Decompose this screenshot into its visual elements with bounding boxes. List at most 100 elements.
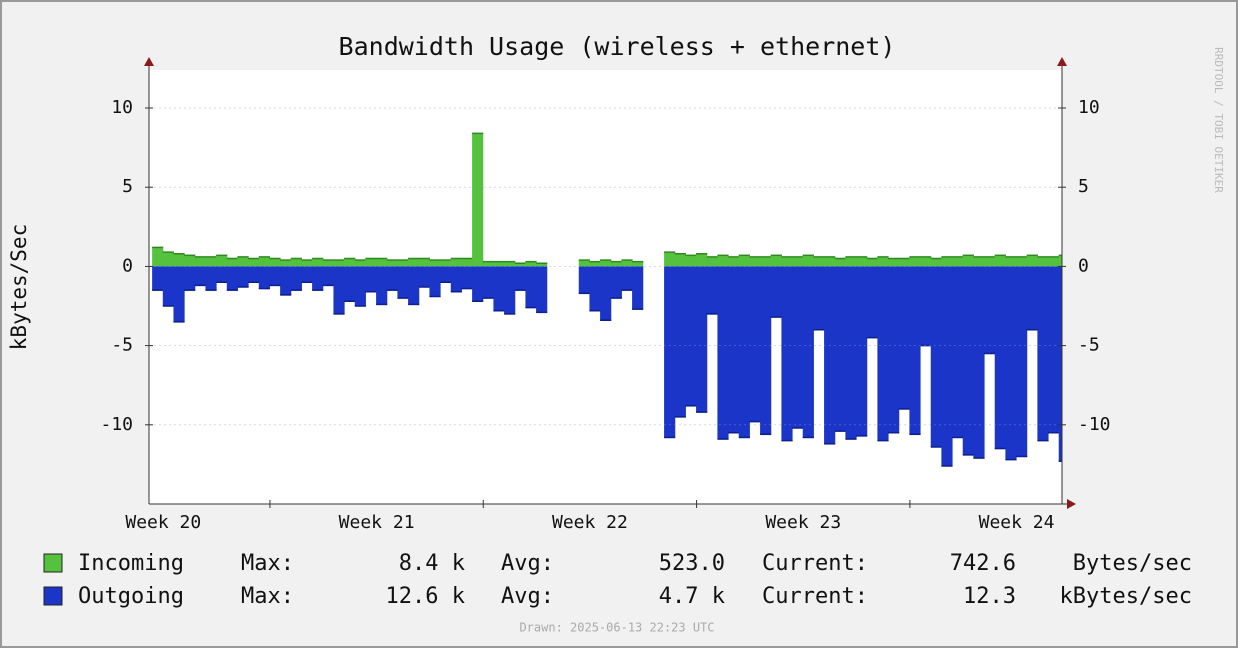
y-tick-label: -5 [111, 335, 133, 356]
bar [290, 258, 302, 267]
bar [1026, 266, 1038, 330]
bar [216, 255, 228, 267]
bar [258, 266, 270, 289]
axes: -10 -10 -5 -5 0 0 5 5 10 10 Week 20 Week 21 Week 22 W… [100, 57, 1111, 533]
bar [440, 266, 452, 283]
bar [226, 266, 238, 291]
bar [834, 266, 846, 432]
bar [930, 266, 942, 447]
legend-stat: Bytes/sec [1073, 551, 1192, 576]
bar [589, 261, 601, 267]
bar [952, 266, 964, 438]
y2-tick-label: 10 [1078, 97, 1100, 118]
bar [589, 266, 601, 311]
bar [930, 258, 942, 267]
bar [920, 266, 932, 346]
bar [600, 266, 612, 321]
y2-tick-label: -5 [1078, 335, 1100, 356]
bar [728, 266, 740, 433]
bar [472, 266, 484, 302]
bar [482, 266, 494, 299]
bar [813, 266, 825, 330]
bar [1005, 266, 1017, 460]
bar [162, 266, 174, 307]
bar [685, 266, 697, 406]
bar [717, 266, 729, 440]
bar [1016, 266, 1028, 457]
bar [312, 258, 324, 267]
bar [888, 258, 900, 267]
bar [866, 258, 878, 267]
bar [866, 266, 878, 338]
y-tick-label: 0 [122, 255, 133, 276]
bar [973, 266, 985, 459]
bar [674, 266, 686, 417]
bar [770, 255, 782, 267]
legend-swatch [43, 553, 63, 573]
bar [173, 266, 185, 322]
bar [162, 252, 174, 267]
bar [888, 266, 900, 433]
chart-title: Bandwidth Usage (wireless + ethernet) [339, 32, 896, 61]
bar [440, 260, 452, 267]
bar [760, 266, 772, 435]
bar [994, 255, 1006, 267]
bar [376, 258, 388, 267]
bar [578, 260, 590, 267]
legend-stat: Current: [762, 551, 868, 576]
bar [248, 266, 260, 283]
bar [226, 258, 238, 267]
legend-stat: kBytes/sec [1060, 584, 1192, 609]
legend-stat: Avg: [501, 551, 554, 576]
bar [1048, 256, 1060, 267]
bar [504, 266, 516, 314]
legend-stat: 523.0 [659, 551, 725, 576]
bar [365, 258, 377, 267]
bar [397, 266, 409, 299]
bar [194, 256, 206, 267]
bar [664, 266, 676, 438]
bar [450, 266, 462, 292]
bar [1016, 256, 1028, 267]
bar [322, 266, 334, 286]
bar [536, 266, 548, 313]
bar [856, 266, 868, 436]
bar [792, 266, 804, 428]
bar [792, 256, 804, 267]
bar [184, 266, 196, 291]
bar [1026, 255, 1038, 267]
bar [1058, 255, 1062, 267]
bar [525, 261, 537, 267]
bar [632, 266, 644, 310]
bar [482, 261, 494, 267]
bar [493, 261, 505, 267]
y-tick-label: 10 [111, 97, 133, 118]
bar [493, 266, 505, 311]
axis-arrow [144, 57, 154, 66]
bar [216, 266, 228, 283]
bar [386, 266, 398, 291]
bar [962, 266, 974, 455]
legend-stat: 12.6 k [386, 584, 465, 609]
bar [344, 266, 356, 302]
bar [621, 260, 633, 267]
bar [845, 266, 857, 440]
bar [258, 256, 270, 267]
bar [856, 256, 868, 267]
bar [824, 266, 836, 444]
bar [1037, 266, 1049, 441]
bar [322, 260, 334, 267]
bar [525, 266, 537, 308]
bar [301, 260, 313, 267]
y2-tick-label: -10 [1078, 414, 1111, 435]
bar [344, 258, 356, 267]
side-label: RRDTOOL / TOBI OETIKER [1212, 47, 1225, 193]
bar [152, 266, 164, 291]
bar [610, 261, 622, 267]
bar [973, 256, 985, 267]
bar [770, 266, 782, 318]
bar [760, 256, 772, 267]
bar [280, 260, 292, 267]
bar [1048, 266, 1060, 433]
